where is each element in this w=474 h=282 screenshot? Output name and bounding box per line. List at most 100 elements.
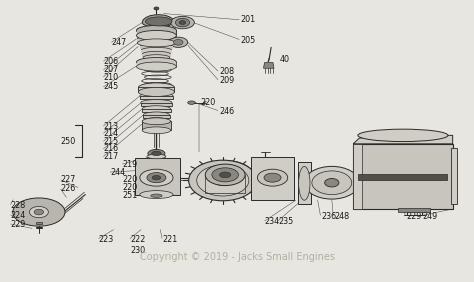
Text: 250: 250	[61, 137, 76, 146]
Ellipse shape	[142, 127, 171, 134]
Circle shape	[34, 209, 44, 215]
Text: 223: 223	[99, 235, 114, 244]
Text: 209: 209	[219, 76, 234, 85]
Ellipse shape	[138, 83, 174, 92]
Text: 245: 245	[103, 82, 118, 91]
Bar	[135, 158, 180, 195]
Text: 207: 207	[103, 65, 118, 74]
Ellipse shape	[138, 87, 174, 96]
Ellipse shape	[169, 37, 188, 47]
Text: 215: 215	[103, 137, 118, 146]
Ellipse shape	[148, 149, 165, 157]
Text: 216: 216	[103, 144, 118, 153]
Ellipse shape	[137, 62, 176, 71]
Bar	[137, 30, 176, 36]
Ellipse shape	[147, 173, 166, 183]
Text: 229: 229	[10, 220, 26, 229]
Text: 201: 201	[241, 15, 256, 24]
Circle shape	[210, 166, 246, 187]
Ellipse shape	[188, 101, 195, 104]
Ellipse shape	[264, 173, 281, 182]
Text: 221: 221	[162, 235, 177, 244]
Ellipse shape	[175, 18, 190, 27]
Ellipse shape	[137, 30, 176, 41]
Text: 205: 205	[241, 36, 256, 45]
Text: 208: 208	[219, 67, 234, 76]
Ellipse shape	[140, 93, 173, 99]
Ellipse shape	[13, 198, 65, 226]
Circle shape	[189, 160, 257, 201]
Text: 248: 248	[334, 212, 349, 221]
Ellipse shape	[141, 47, 172, 53]
Ellipse shape	[299, 166, 310, 200]
Circle shape	[29, 206, 48, 218]
Ellipse shape	[146, 17, 172, 26]
Bar	[251, 157, 294, 200]
Ellipse shape	[141, 100, 172, 106]
Bar	[142, 54, 171, 57]
Text: 246: 246	[219, 107, 234, 116]
Bar	[36, 222, 42, 224]
Circle shape	[304, 166, 359, 199]
Bar	[141, 50, 172, 53]
Bar	[140, 96, 173, 99]
Text: 227: 227	[61, 175, 76, 184]
Text: 210: 210	[103, 73, 118, 82]
Text: 226: 226	[61, 184, 76, 193]
Ellipse shape	[137, 58, 176, 67]
Bar	[138, 87, 174, 92]
Ellipse shape	[142, 118, 171, 125]
Text: 214: 214	[103, 129, 118, 138]
Text: 234: 234	[264, 217, 280, 226]
Text: 235: 235	[279, 217, 294, 226]
Bar	[353, 144, 362, 209]
Text: 247: 247	[111, 38, 127, 47]
Bar	[142, 109, 171, 112]
Text: 230: 230	[130, 246, 145, 255]
Circle shape	[325, 179, 339, 187]
Text: 251: 251	[122, 191, 137, 200]
Ellipse shape	[140, 169, 173, 186]
Ellipse shape	[140, 43, 173, 49]
Text: 206: 206	[103, 57, 118, 66]
Ellipse shape	[151, 194, 162, 197]
Ellipse shape	[145, 118, 168, 124]
Ellipse shape	[219, 172, 231, 178]
Text: 220: 220	[122, 183, 137, 192]
Text: 40: 40	[280, 55, 290, 64]
Text: 236: 236	[321, 212, 337, 221]
Bar	[140, 46, 173, 49]
Ellipse shape	[171, 16, 194, 29]
Ellipse shape	[137, 35, 175, 43]
Bar	[141, 103, 172, 106]
Ellipse shape	[179, 21, 186, 25]
Ellipse shape	[140, 191, 173, 199]
Circle shape	[214, 175, 231, 186]
Ellipse shape	[142, 51, 171, 57]
Bar	[358, 174, 447, 180]
Circle shape	[197, 165, 249, 196]
Bar	[143, 115, 170, 118]
Bar	[353, 144, 453, 209]
Text: 217: 217	[103, 152, 118, 161]
Ellipse shape	[257, 169, 288, 186]
Ellipse shape	[212, 168, 238, 182]
Ellipse shape	[173, 39, 183, 45]
Bar	[137, 62, 176, 67]
Ellipse shape	[152, 151, 161, 156]
Polygon shape	[264, 63, 274, 68]
Bar	[205, 175, 245, 193]
Bar	[451, 148, 457, 204]
Text: 224: 224	[10, 211, 26, 220]
Bar	[298, 162, 311, 204]
Text: 244: 244	[110, 168, 125, 177]
Text: 213: 213	[103, 122, 118, 131]
Ellipse shape	[142, 106, 171, 112]
Ellipse shape	[137, 39, 175, 47]
Text: Copyright © 2019 - Jacks Small Engines: Copyright © 2019 - Jacks Small Engines	[139, 252, 335, 262]
Ellipse shape	[152, 175, 161, 180]
Text: 220: 220	[122, 175, 137, 184]
Text: 228: 228	[10, 201, 26, 210]
Ellipse shape	[147, 154, 166, 159]
Text: 220: 220	[200, 98, 215, 107]
